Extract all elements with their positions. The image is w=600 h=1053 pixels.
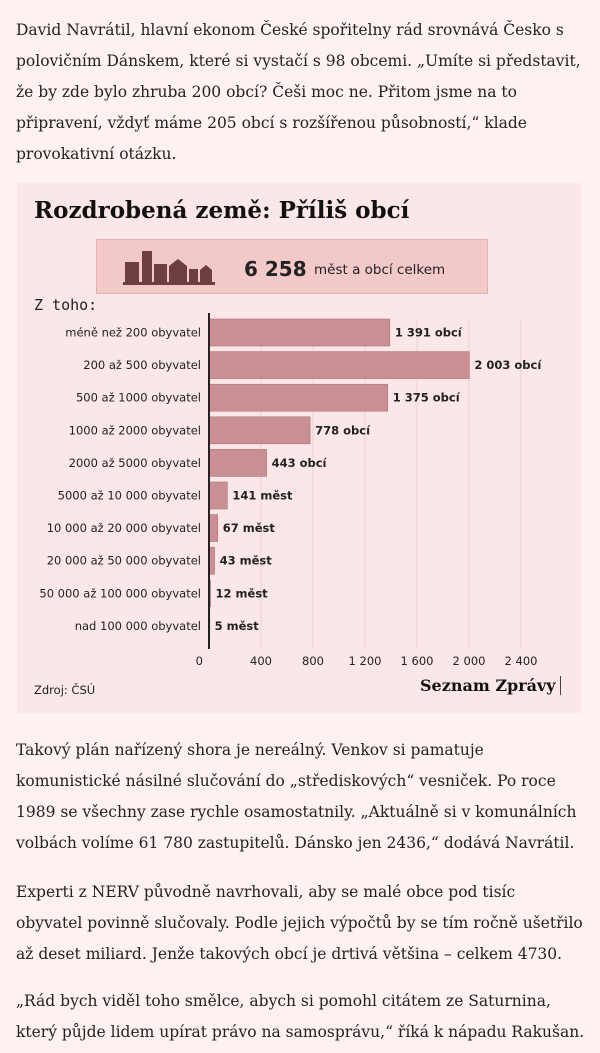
data-label: 443 obcí (272, 456, 328, 470)
category-label: 20 000 až 50 000 obyvatel (47, 554, 201, 568)
bar (208, 351, 470, 379)
chart-subtitle: Z toho: (34, 296, 98, 314)
bar (208, 449, 267, 477)
category-label: 5000 až 10 000 obyvatel (58, 489, 201, 503)
town-skyline-icon (123, 251, 215, 285)
data-label: 67 měst (223, 521, 276, 535)
category-label: 50 000 až 100 000 obyvatel (39, 586, 201, 600)
x-tick-label: 1 600 (401, 654, 434, 668)
category-label: 1000 až 2000 obyvatel (69, 423, 201, 437)
data-label: 1 391 obcí (395, 326, 463, 340)
article-paragraph: Takový plán nařízený shora je nereálný. … (16, 741, 577, 852)
category-label: nad 100 000 obyvatel (75, 619, 201, 633)
brand-divider (560, 676, 561, 695)
x-tick-label: 800 (302, 654, 324, 668)
category-label: méně než 200 obyvatel (65, 326, 201, 340)
data-label: 141 měst (232, 489, 293, 503)
data-label: 2 003 obcí (474, 358, 542, 372)
article-paragraph: „Rád bych viděl toho smělce, abych si po… (16, 992, 585, 1041)
category-label: 200 až 500 obyvatel (83, 358, 201, 372)
brand-logo: Seznam Zprávy (420, 676, 556, 695)
total-banner: 6 258 měst a obcí celkem (96, 239, 488, 294)
infographic: Rozdrobená země: Příliš obcí 6 258 měst … (17, 183, 581, 713)
data-label: 5 měst (215, 619, 260, 633)
data-label: 778 obcí (315, 423, 371, 437)
data-label: 12 měst (216, 586, 269, 600)
source-note: Zdroj: ČSÚ (34, 683, 96, 697)
bar (208, 383, 389, 412)
bar (208, 318, 391, 347)
banner-label: měst a obcí celkem (314, 262, 446, 278)
data-label: 43 měst (220, 554, 273, 568)
bar-chart: méně než 200 obyvatel 1 391 obcí 200 až 50… (39, 313, 542, 668)
x-tick-label: 0 (196, 654, 203, 668)
article-paragraph: David Navrátil, hlavní ekonom České spoř… (16, 21, 581, 163)
category-label: 2000 až 5000 obyvatel (69, 456, 201, 470)
bar (208, 481, 228, 510)
x-tick-label: 2 000 (453, 654, 486, 668)
data-label: 1 375 obcí (393, 391, 461, 405)
x-tick-label: 400 (250, 654, 272, 668)
banner-total: 6 258 (244, 257, 307, 281)
article-paragraph: Experti z NERV původně navrhovali, aby s… (16, 883, 583, 963)
bar (208, 514, 219, 542)
category-label: 10 000 až 20 000 obyvatel (47, 521, 201, 535)
chart-title: Rozdrobená země: Příliš obcí (34, 197, 410, 224)
x-tick-label: 1 200 (349, 654, 382, 668)
x-tick-label: 2 400 (505, 654, 538, 668)
bar (208, 416, 311, 445)
category-label: 500 až 1000 obyvatel (76, 391, 201, 405)
